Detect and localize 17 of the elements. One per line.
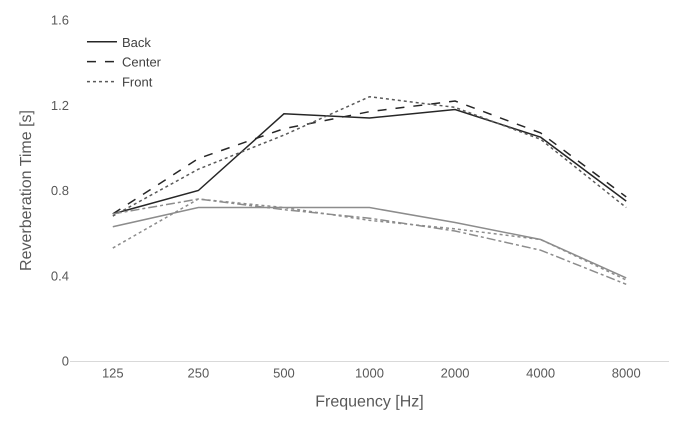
y-tick-label: 0.8 bbox=[50, 183, 69, 198]
x-axis-title: Frequency [Hz] bbox=[315, 393, 424, 410]
x-tick-label: 500 bbox=[273, 366, 295, 381]
y-tick-label: 1.2 bbox=[50, 98, 69, 113]
legend-label: Center bbox=[122, 54, 162, 70]
x-tick-label: 8000 bbox=[612, 366, 641, 381]
x-tick-label: 2000 bbox=[440, 366, 470, 381]
x-tick-label: 250 bbox=[188, 366, 210, 381]
y-tick-label: 0.4 bbox=[50, 268, 69, 284]
x-tick-label: 4000 bbox=[526, 366, 556, 381]
legend-label: Back bbox=[122, 34, 152, 50]
y-axis-title: Reverberation Time [s] bbox=[18, 110, 35, 271]
y-tick-label: 0 bbox=[62, 354, 69, 369]
y-tick-label: 1.6 bbox=[50, 12, 69, 28]
x-tick-label: 125 bbox=[102, 366, 124, 381]
legend-label: Front bbox=[122, 74, 153, 90]
x-tick-label: 1000 bbox=[355, 366, 384, 381]
